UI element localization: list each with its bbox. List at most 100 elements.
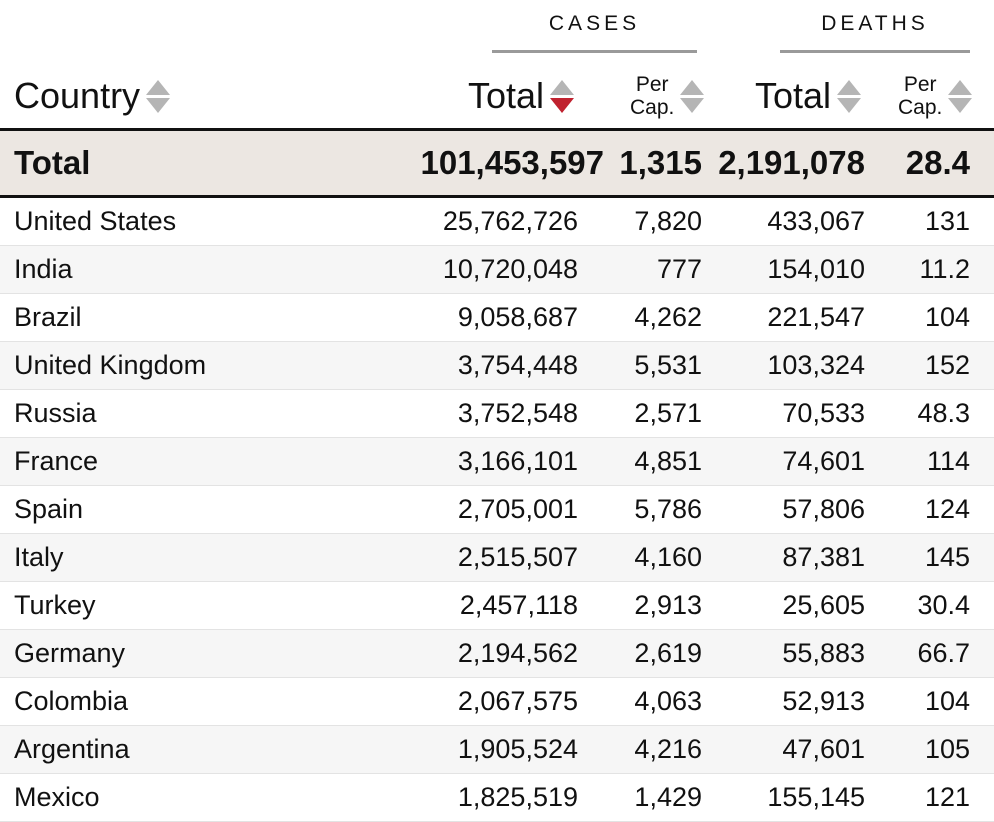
deaths-total: 55,883 xyxy=(782,638,865,668)
per-label: Per xyxy=(635,73,669,96)
deaths-total: 154,010 xyxy=(767,254,865,284)
deaths-per-cap: 104 xyxy=(924,686,970,716)
deaths-total: 52,913 xyxy=(782,686,865,716)
cases-per-cap: 2,913 xyxy=(634,590,702,620)
deaths-total: 221,547 xyxy=(767,302,865,332)
table-row: United States 25,762,726 7,820 433,067 1… xyxy=(0,198,994,246)
deaths-per-cap: 30.4 xyxy=(917,590,970,620)
cases-total-header-label: Total xyxy=(468,75,545,116)
country-column-header[interactable]: Country xyxy=(14,70,171,122)
cases-per-cap-column-header[interactable]: Per Cap. xyxy=(630,70,705,122)
cases-per-cap: 1,429 xyxy=(634,782,702,812)
table-row: France 3,166,101 4,851 74,601 114 xyxy=(0,438,994,486)
table-row: Russia 3,752,548 2,571 70,533 48.3 xyxy=(0,390,994,438)
table-row: Italy 2,515,507 4,160 87,381 145 xyxy=(0,534,994,582)
cases-per-cap-header-label: Per Cap. xyxy=(630,73,674,119)
table-row: Mexico 1,825,519 1,429 155,145 121 xyxy=(0,774,994,822)
cases-group-rule xyxy=(492,50,697,53)
table-row: Spain 2,705,001 5,786 57,806 124 xyxy=(0,486,994,534)
cases-per-cap: 2,619 xyxy=(634,638,702,668)
deaths-total: 47,601 xyxy=(782,734,865,764)
country-name: Russia xyxy=(14,398,97,428)
table-row: Brazil 9,058,687 4,262 221,547 104 xyxy=(0,294,994,342)
sort-arrows-icon[interactable] xyxy=(146,79,171,113)
cases-per-cap: 4,262 xyxy=(634,302,702,332)
deaths-total: 25,605 xyxy=(782,590,865,620)
country-name: Italy xyxy=(14,542,64,572)
total-deaths: 2,191,078 xyxy=(718,144,865,181)
deaths-group-label: DEATHS xyxy=(821,12,929,35)
deaths-per-cap-column-header[interactable]: Per Cap. xyxy=(898,70,973,122)
total-cases: 101,453,597 xyxy=(420,144,604,181)
deaths-per-cap: 152 xyxy=(924,350,970,380)
deaths-total: 103,324 xyxy=(767,350,865,380)
table-row: India 10,720,048 777 154,010 11.2 xyxy=(0,246,994,294)
table-row: Colombia 2,067,575 4,063 52,913 104 xyxy=(0,678,994,726)
cases-total: 2,457,118 xyxy=(459,590,578,620)
cap-label: Cap. xyxy=(630,96,675,119)
table-row: Argentina 1,905,524 4,216 47,601 105 xyxy=(0,726,994,774)
country-name: Brazil xyxy=(14,302,82,332)
deaths-total: 74,601 xyxy=(782,446,865,476)
per-label: Per xyxy=(903,73,937,96)
sort-arrows-icon[interactable] xyxy=(550,79,575,113)
deaths-per-cap: 105 xyxy=(924,734,970,764)
cases-total: 3,166,101 xyxy=(457,446,578,476)
cases-total: 10,720,048 xyxy=(442,254,578,284)
deaths-total: 87,381 xyxy=(782,542,865,572)
deaths-total-column-header[interactable]: Total xyxy=(755,70,862,122)
cases-total: 2,067,575 xyxy=(457,686,578,716)
country-name: Spain xyxy=(14,494,84,524)
total-label: Total xyxy=(14,144,91,181)
country-name: Germany xyxy=(14,638,126,668)
deaths-per-cap: 104 xyxy=(924,302,970,332)
total-cases-per-cap: 1,315 xyxy=(619,144,702,181)
deaths-group-rule xyxy=(780,50,970,53)
total-deaths-per-cap: 28.4 xyxy=(905,144,970,181)
cases-total: 1,905,524 xyxy=(457,734,578,764)
cases-total: 3,754,448 xyxy=(457,350,578,380)
country-name: Argentina xyxy=(14,734,130,764)
cases-per-cap: 7,820 xyxy=(634,206,702,236)
cases-total: 2,705,001 xyxy=(457,494,578,524)
country-name: Colombia xyxy=(14,686,129,716)
deaths-per-cap: 11.2 xyxy=(919,254,970,284)
cases-total: 9,058,687 xyxy=(457,302,578,332)
deaths-per-cap: 145 xyxy=(924,542,970,572)
sort-arrows-icon[interactable] xyxy=(680,79,705,113)
cases-total: 25,762,726 xyxy=(442,206,578,236)
deaths-per-cap: 66.7 xyxy=(917,638,970,668)
deaths-per-cap: 131 xyxy=(924,206,970,236)
cases-total: 1,825,519 xyxy=(457,782,578,812)
table-row: United Kingdom 3,754,448 5,531 103,324 1… xyxy=(0,342,994,390)
deaths-per-cap: 121 xyxy=(924,782,970,812)
cases-total: 3,752,548 xyxy=(457,398,578,428)
cases-per-cap: 777 xyxy=(656,254,702,284)
country-name: India xyxy=(14,254,73,284)
country-name: France xyxy=(14,446,99,476)
sort-arrows-icon[interactable] xyxy=(948,79,973,113)
deaths-per-cap: 124 xyxy=(924,494,970,524)
country-name: United Kingdom xyxy=(14,350,207,380)
cases-per-cap: 4,063 xyxy=(634,686,702,716)
deaths-total: 433,067 xyxy=(767,206,865,236)
cases-per-cap: 5,786 xyxy=(634,494,702,524)
deaths-per-cap: 48.3 xyxy=(917,398,970,428)
cases-total: 2,515,507 xyxy=(457,542,578,572)
sort-arrows-icon[interactable] xyxy=(837,79,862,113)
deaths-per-cap-header-label: Per Cap. xyxy=(898,73,942,119)
total-row: Total 101,453,597 1,315 2,191,078 28.4 xyxy=(0,128,994,198)
cap-label: Cap. xyxy=(898,96,943,119)
country-name: United States xyxy=(14,206,177,236)
deaths-total: 70,533 xyxy=(782,398,865,428)
deaths-total: 155,145 xyxy=(767,782,865,812)
country-name: Mexico xyxy=(14,782,100,812)
cases-total-column-header[interactable]: Total xyxy=(468,70,575,122)
country-name: Turkey xyxy=(14,590,96,620)
table-row: Germany 2,194,562 2,619 55,883 66.7 xyxy=(0,630,994,678)
cases-per-cap: 2,571 xyxy=(634,398,702,428)
deaths-total: 57,806 xyxy=(782,494,865,524)
cases-group-label: CASES xyxy=(548,12,641,35)
deaths-per-cap: 114 xyxy=(926,446,970,476)
cases-total: 2,194,562 xyxy=(457,638,578,668)
